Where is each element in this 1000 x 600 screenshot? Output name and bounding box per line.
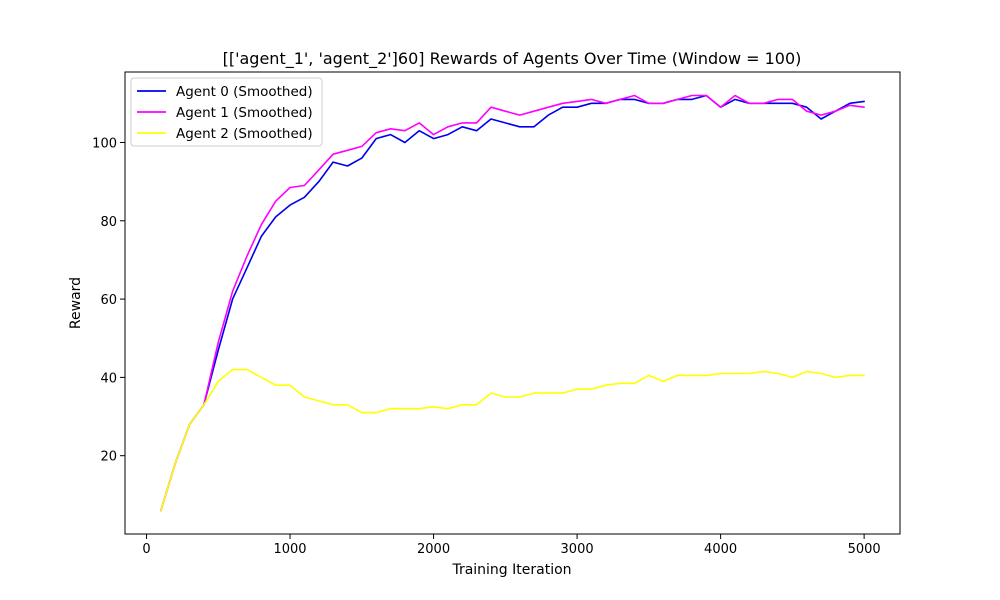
x-tick-label: 1000	[273, 542, 306, 557]
x-tick-label: 5000	[848, 542, 881, 557]
plot-frame	[124, 71, 901, 535]
y-tick-label: 80	[100, 215, 117, 230]
x-tick-label: 3000	[561, 542, 594, 557]
y-tick-label: 100	[92, 136, 117, 151]
y-tick-label: 20	[100, 450, 117, 465]
series-line-agent-2	[160, 368, 865, 512]
legend-label-agent-0: Agent 0 (Smoothed)	[176, 84, 313, 100]
legend-label-agent-2: Agent 2 (Smoothed)	[176, 126, 313, 142]
y-tick-label: 60	[100, 293, 117, 308]
chart-title: [['agent_1', 'agent_2']60] Rewards of Ag…	[223, 49, 802, 69]
legend: Agent 0 (Smoothed) Agent 1 (Smoothed) Agen…	[130, 77, 323, 147]
x-tick-label: 0	[142, 542, 150, 557]
series-line-agent-0	[160, 94, 865, 512]
series-layer	[160, 94, 865, 512]
y-axis-ticks: 20 40 60 80 100	[92, 136, 125, 465]
x-axis-ticks: 0 1000 2000 3000 4000 5000	[142, 534, 881, 557]
legend-label-agent-1: Agent 1 (Smoothed)	[176, 105, 313, 121]
legend-box	[130, 77, 323, 147]
x-tick-label: 4000	[704, 542, 737, 557]
x-tick-label: 2000	[417, 542, 450, 557]
y-tick-label: 40	[100, 371, 117, 386]
y-axis-label: Reward	[68, 277, 84, 329]
series-line-agent-1	[160, 94, 865, 512]
x-axis-label: Training Iteration	[451, 562, 571, 578]
